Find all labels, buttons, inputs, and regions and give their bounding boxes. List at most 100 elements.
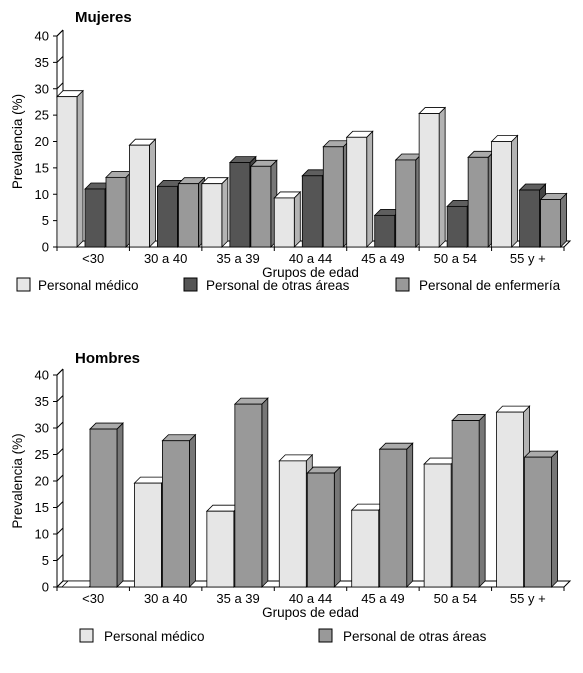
x-tick-label: 40 a 44: [289, 251, 332, 266]
y-tick-label: 25: [35, 447, 49, 462]
y-tick-label: 15: [35, 500, 49, 515]
y-tick-depth: [56, 29, 64, 37]
x-tick-label: 45 a 49: [361, 251, 404, 266]
bar-front: [301, 175, 323, 248]
bar-front: [346, 136, 368, 248]
y-tick-label: 5: [42, 553, 49, 568]
x-tick-label: 35 a 39: [216, 251, 259, 266]
bar-top: [378, 442, 414, 450]
bar-front: [278, 460, 307, 588]
y-tick-depth: [56, 421, 64, 429]
bar-side: [406, 442, 414, 588]
y-axis-label: Prevalencia (%): [10, 433, 25, 528]
y-tick-label: 40: [35, 368, 49, 383]
bar-front: [322, 146, 344, 248]
x-tick-label: 30 a 40: [144, 251, 187, 266]
legend-swatch: [183, 277, 198, 292]
bar: [249, 159, 278, 248]
bar: [467, 150, 496, 248]
bar-front: [56, 96, 78, 248]
y-axis-label: Prevalencia (%): [10, 94, 25, 189]
bar-side: [333, 466, 341, 588]
x-axis-label: Grupos de edad: [262, 265, 359, 280]
y-tick-label: 5: [42, 213, 49, 228]
bar-front: [250, 165, 272, 248]
y-tick-label: 35: [35, 55, 49, 70]
bar-front: [157, 185, 178, 248]
y-tick-depth: [56, 56, 64, 63]
bar: [306, 466, 342, 588]
bar-side: [221, 176, 229, 248]
x-tick-label: 45 a 49: [361, 591, 404, 606]
bar-top: [89, 422, 124, 430]
y-tick-label: 25: [35, 108, 49, 123]
bar: [539, 192, 568, 248]
bar-side: [293, 190, 301, 248]
bar-front: [524, 456, 552, 588]
bar: [418, 106, 447, 248]
bar-side: [76, 89, 84, 248]
legend-swatch: [79, 628, 94, 643]
bar: [523, 450, 559, 588]
chart-hombres: Hombres 0 5 10 15 20 25 30 35 40 Prevalencia (%) <3…: [10, 350, 572, 644]
bar: [128, 138, 157, 248]
x-tick-label: 55 y +: [510, 591, 546, 606]
y-tick-depth: [56, 82, 64, 90]
bar-front: [105, 176, 127, 248]
bar-front: [351, 509, 380, 588]
bar-side: [116, 422, 124, 588]
bar-front: [446, 205, 468, 248]
bar-front: [451, 420, 480, 588]
bar-side: [551, 450, 558, 588]
y-tick-depth: [56, 554, 64, 561]
legend-label: Personal médico: [38, 278, 139, 293]
y-tick-label: 15: [35, 160, 49, 175]
bar-top: [306, 466, 342, 474]
bar: [394, 152, 423, 248]
y-tick-depth: [56, 395, 64, 402]
bar: [105, 170, 133, 248]
bar-front: [89, 428, 118, 588]
bar-top: [523, 450, 559, 458]
x-tick-label: 55 y +: [510, 251, 546, 266]
bar-front: [467, 156, 489, 248]
y-tick-depth: [56, 527, 64, 535]
bar-front: [206, 510, 235, 588]
bar-side: [478, 413, 486, 588]
y-tick-depth: [56, 368, 64, 376]
bar-side: [261, 397, 269, 588]
legend-label: Personal de otras áreas: [206, 278, 350, 293]
x-tick-label: <30: [82, 251, 104, 266]
bar-top: [161, 434, 197, 442]
y-tick-label: 30: [35, 81, 49, 96]
y-tick-label: 20: [35, 474, 49, 489]
bar-front: [234, 403, 263, 588]
bar: [233, 397, 269, 588]
bar-top: [278, 454, 314, 462]
x-tick-label: 30 a 40: [144, 591, 187, 606]
bar: [200, 176, 229, 248]
bar-front: [84, 188, 106, 248]
bar-front: [374, 214, 396, 248]
bar-front: [134, 482, 162, 588]
bar: [345, 130, 374, 248]
y-tick-label: 0: [42, 580, 49, 595]
bar: [273, 190, 302, 248]
bar-side: [149, 138, 156, 248]
bar-front: [519, 189, 540, 248]
y-tick-label: 20: [35, 134, 49, 149]
bar-top: [495, 405, 531, 413]
bar-front: [306, 472, 335, 588]
bar-front: [540, 199, 561, 248]
legend-swatch: [16, 277, 31, 292]
bar-front: [129, 144, 150, 248]
bar-front: [423, 463, 452, 588]
bar-front: [496, 411, 524, 588]
x-tick-label: 35 a 39: [216, 591, 259, 606]
bar-side: [189, 433, 196, 588]
bar: [89, 422, 124, 588]
bar-front: [201, 183, 223, 248]
y-tick-label: 40: [35, 29, 49, 44]
x-axis-label: Grupos de edad: [262, 605, 359, 620]
